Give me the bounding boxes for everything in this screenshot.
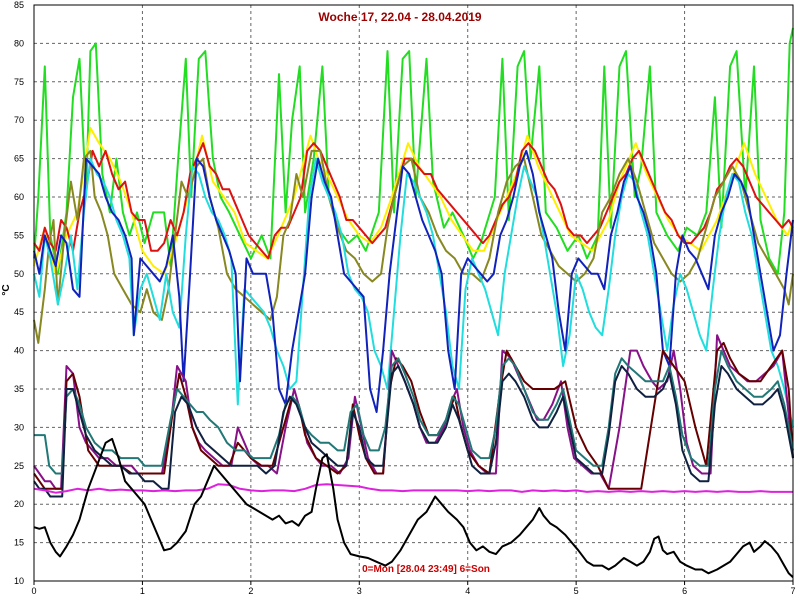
- series-line-2: [33, 126, 794, 275]
- y-tick-label: 20: [14, 499, 24, 509]
- series-line-12: [33, 437, 794, 578]
- y-tick-label: 85: [14, 0, 24, 10]
- y-tick-label: 50: [14, 269, 24, 279]
- y-tick-label: 80: [14, 38, 24, 48]
- chart-footer-note: 0=Mon [28.04 23:49] 6=Son: [362, 564, 490, 575]
- x-tick-label: 1: [140, 586, 145, 596]
- y-tick-label: 70: [14, 115, 24, 125]
- y-tick-label: 15: [14, 538, 24, 548]
- y-tick-label: 10: [14, 576, 24, 586]
- x-tick-label: 5: [574, 586, 579, 596]
- series-group: [33, 27, 794, 578]
- y-tick-label: 35: [14, 384, 24, 394]
- series-line-9: [34, 349, 794, 475]
- y-tick-label: 45: [14, 307, 24, 317]
- x-tick-label: 4: [465, 586, 470, 596]
- x-tick-label: 3: [357, 586, 362, 596]
- plot-frame: [33, 4, 794, 582]
- x-tick-label: 0: [31, 586, 36, 596]
- y-tick-label: 65: [14, 154, 24, 164]
- chart-title: Woche 17, 22.04 - 28.04.2019: [318, 10, 482, 24]
- y-tick-label: 55: [14, 230, 24, 240]
- y-tick-label: 75: [14, 77, 24, 87]
- series-line-10: [33, 365, 794, 498]
- y-tick-label: 30: [14, 422, 24, 432]
- y-tick-label: 60: [14, 192, 24, 202]
- series-line-11: [33, 483, 793, 494]
- x-tick-label: 2: [248, 586, 253, 596]
- series-line-8: [33, 341, 794, 490]
- y-tick-label: 25: [14, 461, 24, 471]
- x-tick-label: 7: [790, 586, 795, 596]
- x-tick-label: 6: [682, 586, 687, 596]
- y-axis-label: °C: [1, 284, 12, 295]
- y-tick-label: 40: [14, 346, 24, 356]
